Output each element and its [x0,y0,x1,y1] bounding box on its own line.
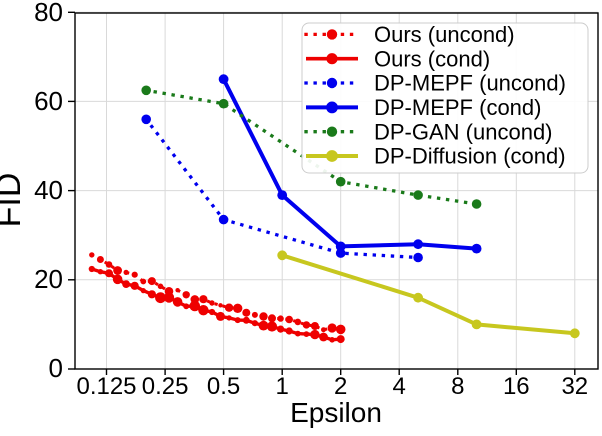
svg-text:DP-MEPF (cond): DP-MEPF (cond) [374,95,541,120]
svg-text:80: 80 [34,0,63,27]
svg-text:2: 2 [334,373,347,400]
svg-text:Ours (cond): Ours (cond) [374,46,490,71]
svg-text:1: 1 [276,373,289,400]
svg-text:FID: FID [0,173,28,228]
svg-text:DP-GAN (uncond): DP-GAN (uncond) [374,119,553,144]
svg-text:20: 20 [34,264,63,294]
svg-text:4: 4 [393,373,406,400]
svg-text:Epsilon: Epsilon [290,397,382,428]
svg-text:60: 60 [34,86,63,116]
svg-text:16: 16 [503,373,530,400]
svg-text:0.25: 0.25 [142,373,189,400]
svg-text:0: 0 [49,353,63,383]
svg-text:DP-MEPF (uncond): DP-MEPF (uncond) [374,71,566,96]
svg-text:40: 40 [34,175,63,205]
svg-text:32: 32 [561,373,588,400]
svg-text:Ours (uncond): Ours (uncond) [374,22,515,47]
svg-text:0.125: 0.125 [76,373,136,400]
svg-text:8: 8 [451,373,464,400]
svg-text:0.5: 0.5 [207,373,240,400]
svg-text:DP-Diffusion (cond): DP-Diffusion (cond) [374,144,566,169]
